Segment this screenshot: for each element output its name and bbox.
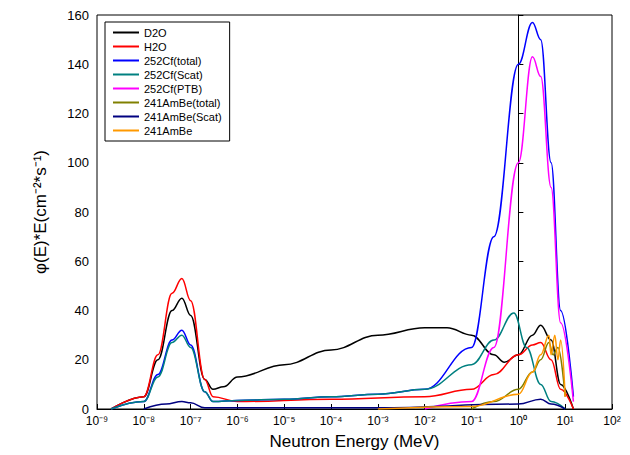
- svg-text:60: 60: [75, 254, 89, 269]
- svg-text:252Cf(Scat): 252Cf(Scat): [144, 69, 203, 81]
- svg-text:10⁻⁸: 10⁻⁸: [133, 414, 155, 428]
- svg-text:10⁻⁹: 10⁻⁹: [86, 414, 109, 428]
- svg-text:40: 40: [75, 303, 89, 318]
- svg-text:140: 140: [67, 57, 89, 72]
- svg-text:10⁻⁵: 10⁻⁵: [273, 414, 295, 428]
- svg-text:10⁻¹: 10⁻¹: [461, 414, 482, 428]
- svg-text:252Cf(PTB): 252Cf(PTB): [144, 83, 202, 95]
- svg-text:241AmBe: 241AmBe: [144, 125, 192, 137]
- svg-text:120: 120: [67, 106, 89, 121]
- svg-text:10⁻⁶: 10⁻⁶: [226, 414, 248, 428]
- svg-text:10⁻³: 10⁻³: [367, 414, 388, 428]
- svg-text:20: 20: [75, 352, 89, 367]
- svg-text:10⁰: 10⁰: [510, 414, 527, 428]
- svg-text:D2O: D2O: [144, 27, 167, 39]
- svg-text:10⁻⁴: 10⁻⁴: [320, 414, 343, 428]
- svg-text:φ(E)*E(cm⁻²*s⁻¹): φ(E)*E(cm⁻²*s⁻¹): [31, 150, 50, 274]
- svg-text:160: 160: [67, 8, 89, 23]
- svg-text:10¹: 10¹: [557, 414, 574, 428]
- svg-text:252Cf(total): 252Cf(total): [144, 55, 201, 67]
- svg-text:80: 80: [75, 205, 89, 220]
- svg-text:0: 0: [81, 401, 89, 417]
- svg-text:241AmBe(total): 241AmBe(total): [144, 97, 220, 109]
- svg-text:241AmBe(Scat): 241AmBe(Scat): [144, 111, 222, 123]
- svg-text:10²: 10²: [603, 414, 620, 428]
- svg-text:H2O: H2O: [144, 41, 167, 53]
- svg-text:Neutron Energy (MeV): Neutron Energy (MeV): [269, 432, 439, 451]
- svg-text:10⁻⁷: 10⁻⁷: [180, 414, 202, 428]
- svg-text:10⁻²: 10⁻²: [414, 414, 435, 428]
- svg-text:100: 100: [67, 155, 89, 170]
